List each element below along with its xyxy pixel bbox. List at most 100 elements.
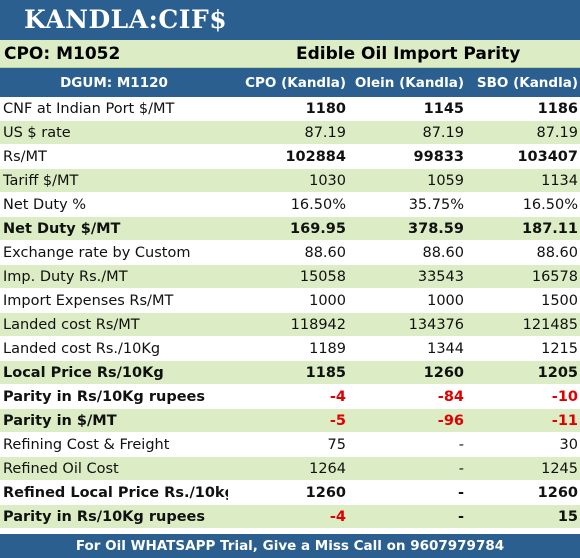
cpo-value: 1180 [305,100,346,117]
column-header-sbo: SBO (Kandla) [476,74,578,91]
row-label: Net Duty $/MT [3,220,121,237]
table-row: Refining Cost & Freight 75 - 30 [0,433,580,457]
table-row: Parity in Rs/10Kg rupees -4 - 15 [0,505,580,529]
olein-value: 1059 [427,172,464,189]
table-row: Refined Local Price Rs./10kg 1260 - 1260 [0,481,580,505]
sbo-value: 1245 [541,460,578,477]
olein-value: 88.60 [422,244,464,261]
row-label: Import Expenses Rs/MT [3,292,174,309]
cpo-value: -5 [329,412,346,429]
table-row: Import Expenses Rs/MT 1000 1000 1500 [0,289,580,313]
olein-value: 99833 [413,148,464,165]
table-row: Net Duty $/MT 169.95 378.59 187.11 [0,217,580,241]
olein-value: 1260 [423,364,464,381]
row-label: Refined Oil Cost [3,460,119,477]
column-header-row: DGUM: M1120 CPO (Kandla) Olein (Kandla) … [0,68,580,97]
sbo-value: 121485 [522,316,578,333]
table-row: CNF at Indian Port $/MT 1180 1145 1186 [0,97,580,121]
table-row: US $ rate 87.19 87.19 87.19 [0,121,580,145]
row-label: Landed cost Rs/MT [3,316,140,333]
cpo-value: 1260 [305,484,346,501]
parity-table-body: CNF at Indian Port $/MT 1180 1145 1186 US $ … [0,97,580,529]
olein-value: 33543 [417,268,464,285]
olein-value: -84 [437,388,464,405]
sbo-value: 88.60 [536,244,578,261]
cpo-value: -4 [329,388,346,405]
olein-value: 35.75% [408,196,464,213]
table-row: Parity in Rs/10Kg rupees -4 -84 -10 [0,385,580,409]
olein-value: - [457,508,464,525]
cpo-value: 87.19 [304,124,346,141]
cpo-value: 1264 [309,460,346,477]
olein-value: -96 [437,412,464,429]
table-row: Exchange rate by Custom 88.60 88.60 88.60 [0,241,580,265]
sbo-value: -11 [551,412,578,429]
cpo-value: 1030 [309,172,346,189]
footer-banner: For Oil WHATSAPP Trial, Give a Miss Call… [0,534,580,558]
row-label: Rs/MT [3,148,47,165]
subheader-bar: CPO: M1052 Edible Oil Import Parity [0,40,580,68]
olein-value: 134376 [408,316,464,333]
row-label: US $ rate [3,124,71,141]
sbo-value: 87.19 [536,124,578,141]
table-row: Landed cost Rs/MT 118942 134376 121485 [0,313,580,337]
table-row: Net Duty % 16.50% 35.75% 16.50% [0,193,580,217]
row-label: Local Price Rs/10Kg [3,364,164,381]
olein-value: 1145 [423,100,464,117]
table-row: Imp. Duty Rs./MT 15058 33543 16578 [0,265,580,289]
sbo-value: 1260 [537,484,578,501]
sbo-value: 1186 [537,100,578,117]
cpo-value: 1000 [309,292,346,309]
olein-value: - [458,460,464,477]
row-label: Parity in $/MT [3,412,117,429]
column-header-olein: Olein (Kandla) [354,74,464,91]
sbo-value: 103407 [517,148,578,165]
sbo-value: -10 [551,388,578,405]
cpo-value: 1185 [305,364,346,381]
cpo-month-label: CPO: M1052 [4,43,121,64]
sbo-value: 1215 [541,340,578,357]
olein-value: 1000 [427,292,464,309]
sbo-value: 1500 [541,292,578,309]
table-row: Tariff $/MT 1030 1059 1134 [0,169,580,193]
table-row: Landed cost Rs./10Kg 1189 1344 1215 [0,337,580,361]
row-label: CNF at Indian Port $/MT [3,100,175,117]
cpo-value: 75 [327,436,346,453]
column-header-dgum: DGUM: M1120 [60,74,168,91]
sbo-value: 16.50% [522,196,578,213]
cpo-value: 169.95 [290,220,346,237]
table-row: Local Price Rs/10Kg 1185 1260 1205 [0,361,580,385]
cpo-value: 88.60 [304,244,346,261]
olein-value: 1344 [427,340,464,357]
olein-value: 87.19 [422,124,464,141]
sheet-subtitle: Edible Oil Import Parity [296,43,521,64]
row-label: Imp. Duty Rs./MT [3,268,128,285]
cpo-value: 1189 [309,340,346,357]
row-label: Landed cost Rs./10Kg [3,340,161,357]
row-label: Parity in Rs/10Kg rupees [3,388,206,405]
cpo-value: -4 [329,508,346,525]
table-row: Rs/MT 102884 99833 103407 [0,145,580,169]
sbo-value: 1134 [541,172,578,189]
row-label: Net Duty % [3,196,87,213]
row-label: Parity in Rs/10Kg rupees [3,508,206,525]
sbo-value: 15 [557,508,578,525]
page-title: KANDLA:CIF$ [0,0,580,40]
sbo-value: 187.11 [522,220,578,237]
sbo-value: 1205 [537,364,578,381]
cpo-value: 16.50% [290,196,346,213]
olein-value: - [458,436,464,453]
sbo-value: 30 [559,436,578,453]
row-label: Refined Local Price Rs./10kg [3,484,228,501]
column-header-cpo: CPO (Kandla) [245,74,346,91]
row-label: Tariff $/MT [3,172,79,189]
cpo-value: 15058 [299,268,346,285]
table-row: Parity in $/MT -5 -96 -11 [0,409,580,433]
row-label: Refining Cost & Freight [3,436,170,453]
cpo-value: 118942 [290,316,346,333]
cpo-value: 102884 [285,148,346,165]
olein-value: - [457,484,464,501]
olein-value: 378.59 [408,220,464,237]
sbo-value: 16578 [531,268,578,285]
